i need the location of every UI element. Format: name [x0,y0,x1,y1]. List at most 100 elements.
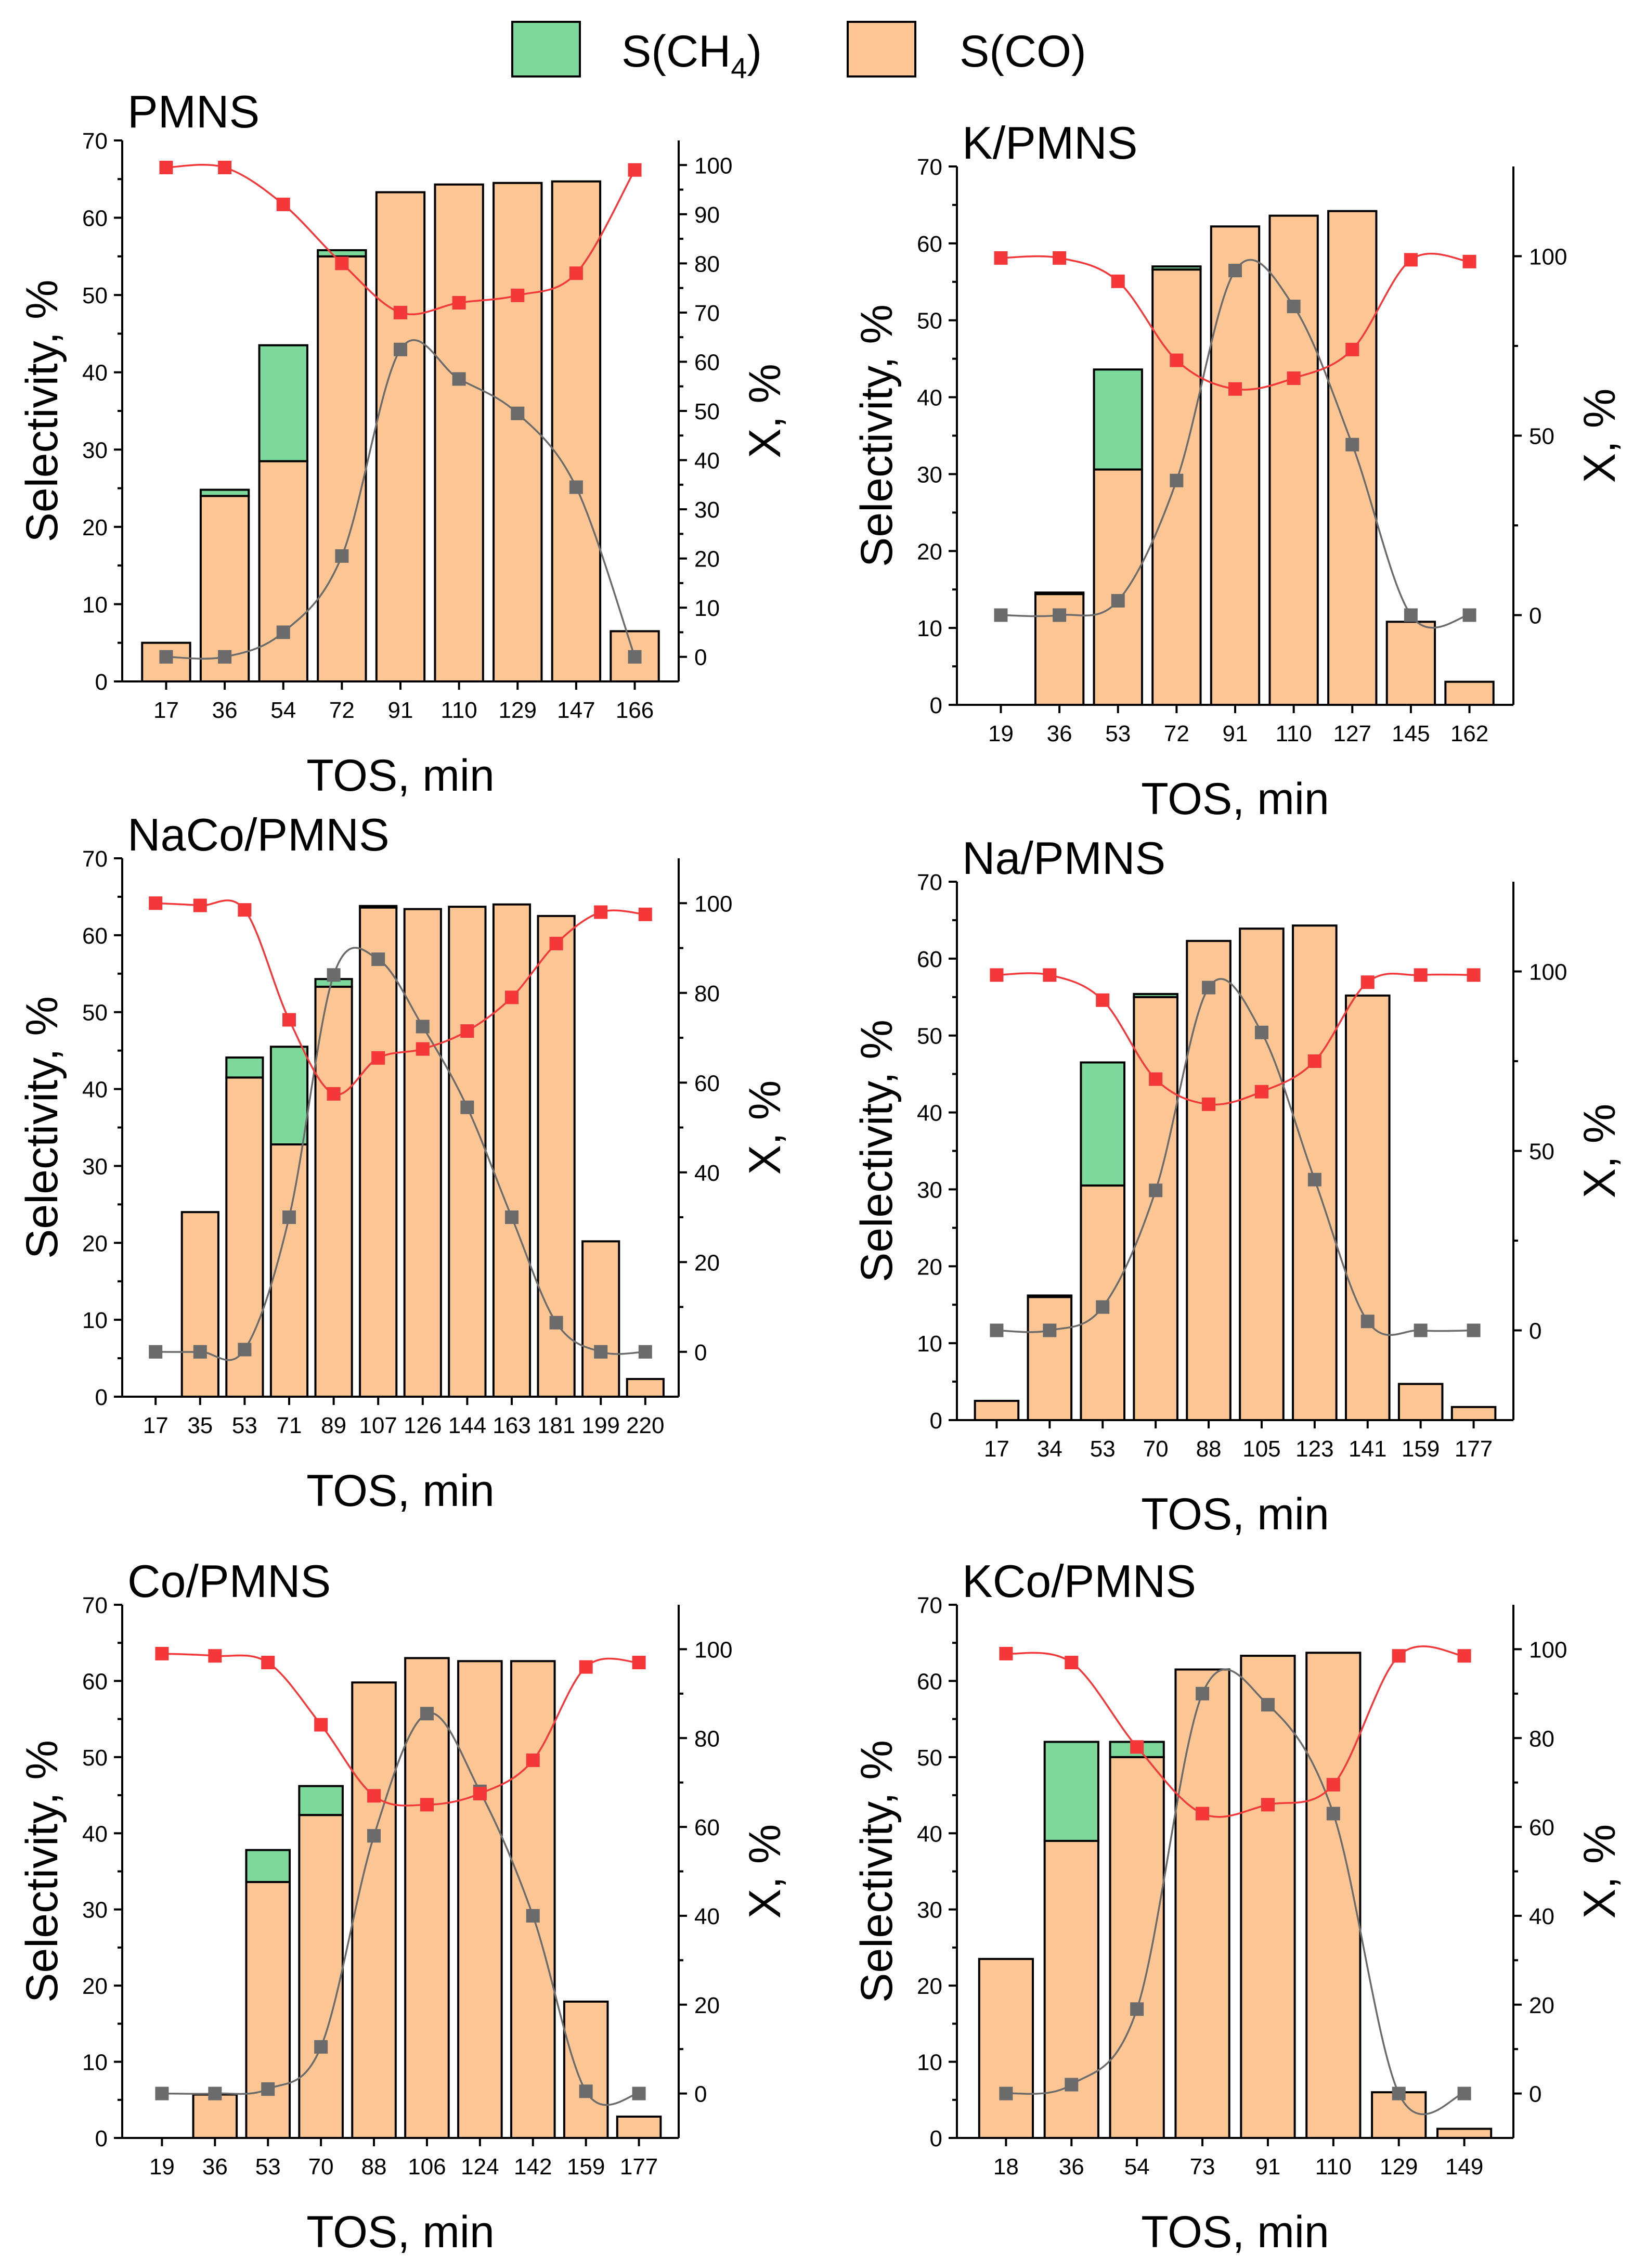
marker-x-red [1228,382,1242,396]
x-tick-label: 70 [1143,1436,1169,1462]
y2-tick-label: 40 [694,1904,720,1929]
marker-x-red [1261,1798,1275,1812]
y2-tick-label: 0 [694,1340,707,1365]
bar-s-co [1436,2128,1493,2139]
bar-s-co [1305,1652,1362,2139]
marker-x-gray [282,1210,296,1224]
y2-tick-label: 30 [694,497,720,523]
marker-x-red [628,163,642,177]
marker-x-red [159,161,173,174]
bar-s-co [269,1143,309,1398]
marker-x-red [416,1042,430,1056]
y2-tick-label: 50 [1529,1139,1554,1165]
chart-panel: 0 10 20 30 40 50 60 70 0 20 40 60 80 100 17 35 53 71 89 107… [17,809,790,1516]
x-tick-label: 142 [514,2154,552,2180]
x-tick-label: 53 [1105,721,1131,746]
marker-x-red [208,1649,222,1663]
x-tick-label: 126 [404,1413,442,1438]
y-tick-label: 50 [917,308,942,334]
marker-x-red [505,990,519,1004]
marker-x-red [1414,968,1428,982]
y2-axis-label: X, % [740,1824,790,1919]
y-tick-label: 20 [917,539,942,564]
marker-x-gray [1254,1025,1268,1039]
bar-s-ch4 [1093,368,1143,471]
bar-s-co [1109,1756,1165,2140]
bar-s-co [492,182,543,682]
y-axis-label: Selectivity, % [17,280,67,543]
x-tick-label: 91 [388,698,413,723]
legend-label-ch4: S(CH4) [621,27,762,84]
x-tick-label: 73 [1190,2154,1215,2180]
y-tick-label: 0 [930,2126,942,2151]
chart-panel: 0 10 20 30 40 50 60 70 0 20 40 60 80 100 18 36 54 73 91 110… [852,1555,1625,2257]
y2-tick-label: 80 [1529,1726,1554,1751]
marker-x-gray [420,1707,434,1721]
y2-tick-label: 20 [694,1993,720,2018]
line-x-red [162,1653,639,1807]
marker-x-red [149,896,163,910]
y-tick-label: 60 [917,947,942,972]
marker-x-gray [1287,300,1301,314]
chart-panel: 0 10 20 30 40 50 60 70 0 10 20 30 40 50 60 70 80 90 100 17 3… [17,86,790,801]
chart-panel: 0 10 20 30 40 50 60 70 0 50 100 17 34 53 70 88 105 123 141… [852,832,1625,1539]
panel-title: PMNS [127,86,260,137]
marker-x-red [1111,274,1125,288]
y-tick-label: 60 [82,923,108,949]
y-tick-label: 70 [917,1593,942,1618]
bar-s-co [1210,225,1261,706]
x-tick-label: 36 [212,698,238,723]
marker-x-gray [1345,437,1359,452]
x-tick-label: 110 [1315,2154,1352,2180]
bar-s-co [359,906,398,1398]
y-tick-label: 0 [930,1408,942,1434]
marker-x-red [1462,254,1476,268]
y-tick-label: 70 [82,128,108,154]
marker-x-red [1287,371,1301,385]
marker-x-red [452,296,466,310]
y2-tick-label: 90 [694,202,720,228]
marker-x-red [261,1656,275,1670]
marker-x-gray [549,1316,563,1330]
y2-tick-label: 60 [694,1815,720,1840]
x-tick-label: 72 [1164,721,1189,746]
marker-x-red [193,898,207,912]
bar-s-co [974,1400,1020,1421]
y-tick-label: 70 [82,1593,108,1618]
bar-s-ch4 [1034,591,1085,596]
marker-x-gray [632,2086,646,2101]
y-tick-label: 0 [95,2126,108,2151]
y-tick-label: 10 [82,1308,108,1333]
marker-x-gray [1053,608,1067,622]
marker-x-red [335,256,349,270]
marker-x-red [1170,353,1184,367]
y-tick-label: 30 [82,1154,108,1179]
marker-x-gray [1096,1300,1110,1314]
marker-x-red [1457,1649,1471,1663]
bar-s-ch4 [258,344,308,462]
marker-x-gray [1202,981,1216,995]
marker-x-gray [261,2082,275,2096]
marker-x-red [282,1013,296,1027]
bar-s-ch4 [1133,993,1178,998]
marker-x-gray [1261,1698,1275,1712]
bar-s-co [510,1660,556,2140]
bar-s-co [1450,1406,1497,1421]
y-tick-label: 20 [82,1974,108,1999]
marker-x-gray [159,650,173,664]
y2-tick-label: 40 [694,448,720,474]
y2-tick-label: 80 [694,981,720,1007]
bar-s-co [1385,621,1436,706]
marker-x-red [999,1646,1013,1660]
marker-x-gray [367,1829,381,1843]
x-tick-label: 71 [277,1413,302,1438]
marker-x-gray [1130,2002,1144,2016]
y-tick-label: 50 [917,1745,942,1771]
marker-x-gray [460,1100,474,1114]
y2-tick-label: 0 [1529,603,1541,629]
marker-x-gray [1065,2078,1079,2092]
x-tick-label: 199 [581,1413,619,1438]
y-tick-label: 60 [917,231,942,257]
x-tick-label: 162 [1450,721,1488,746]
